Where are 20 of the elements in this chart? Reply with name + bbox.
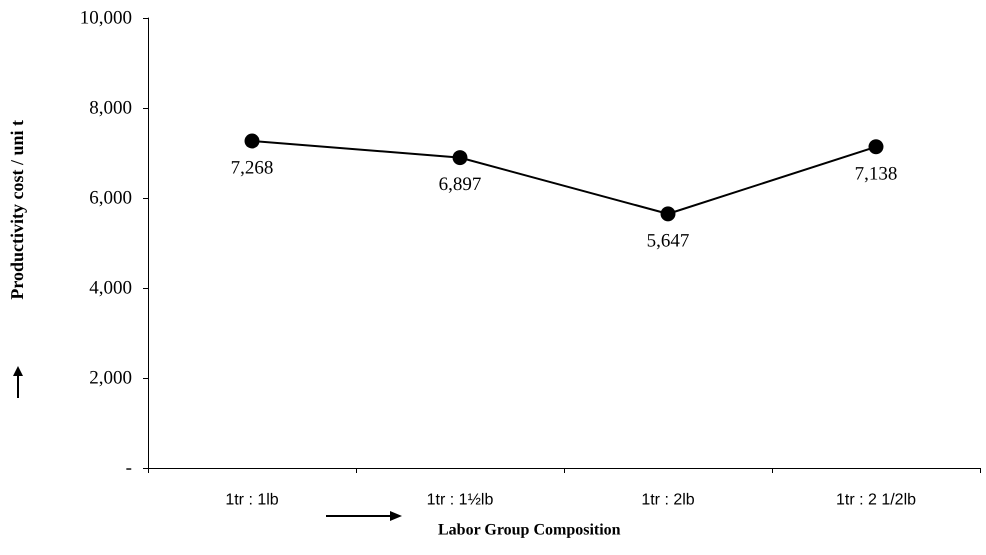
y-tick-label: 8,000 xyxy=(89,98,132,118)
y-tick-label: 4,000 xyxy=(89,278,132,298)
data-label: 6,897 xyxy=(438,174,482,196)
point xyxy=(452,150,468,166)
data-label: 5,647 xyxy=(646,230,690,252)
x-tick-label: 1tr : 1½lb xyxy=(426,492,494,508)
x-tick-label: 1tr : 2lb xyxy=(641,492,695,508)
point xyxy=(868,139,884,154)
data-label: 7,268 xyxy=(230,157,274,178)
y-tick-label: 2,000 xyxy=(89,368,132,388)
point xyxy=(660,206,676,222)
y-tick-label: 6,000 xyxy=(89,188,132,208)
y-axis-title: Productivity cost / uni t xyxy=(7,120,27,300)
x-tick-label: 1tr : 1lb xyxy=(225,492,279,508)
point xyxy=(244,133,260,148)
x-tick-label: 1tr : 2 1/2lb xyxy=(836,492,916,508)
x-axis-title: Labor Group Composition xyxy=(438,522,621,538)
y-tick-label: - xyxy=(126,458,132,478)
data-label: 7,138 xyxy=(854,163,898,184)
y-tick-label: 10,000 xyxy=(80,8,132,28)
